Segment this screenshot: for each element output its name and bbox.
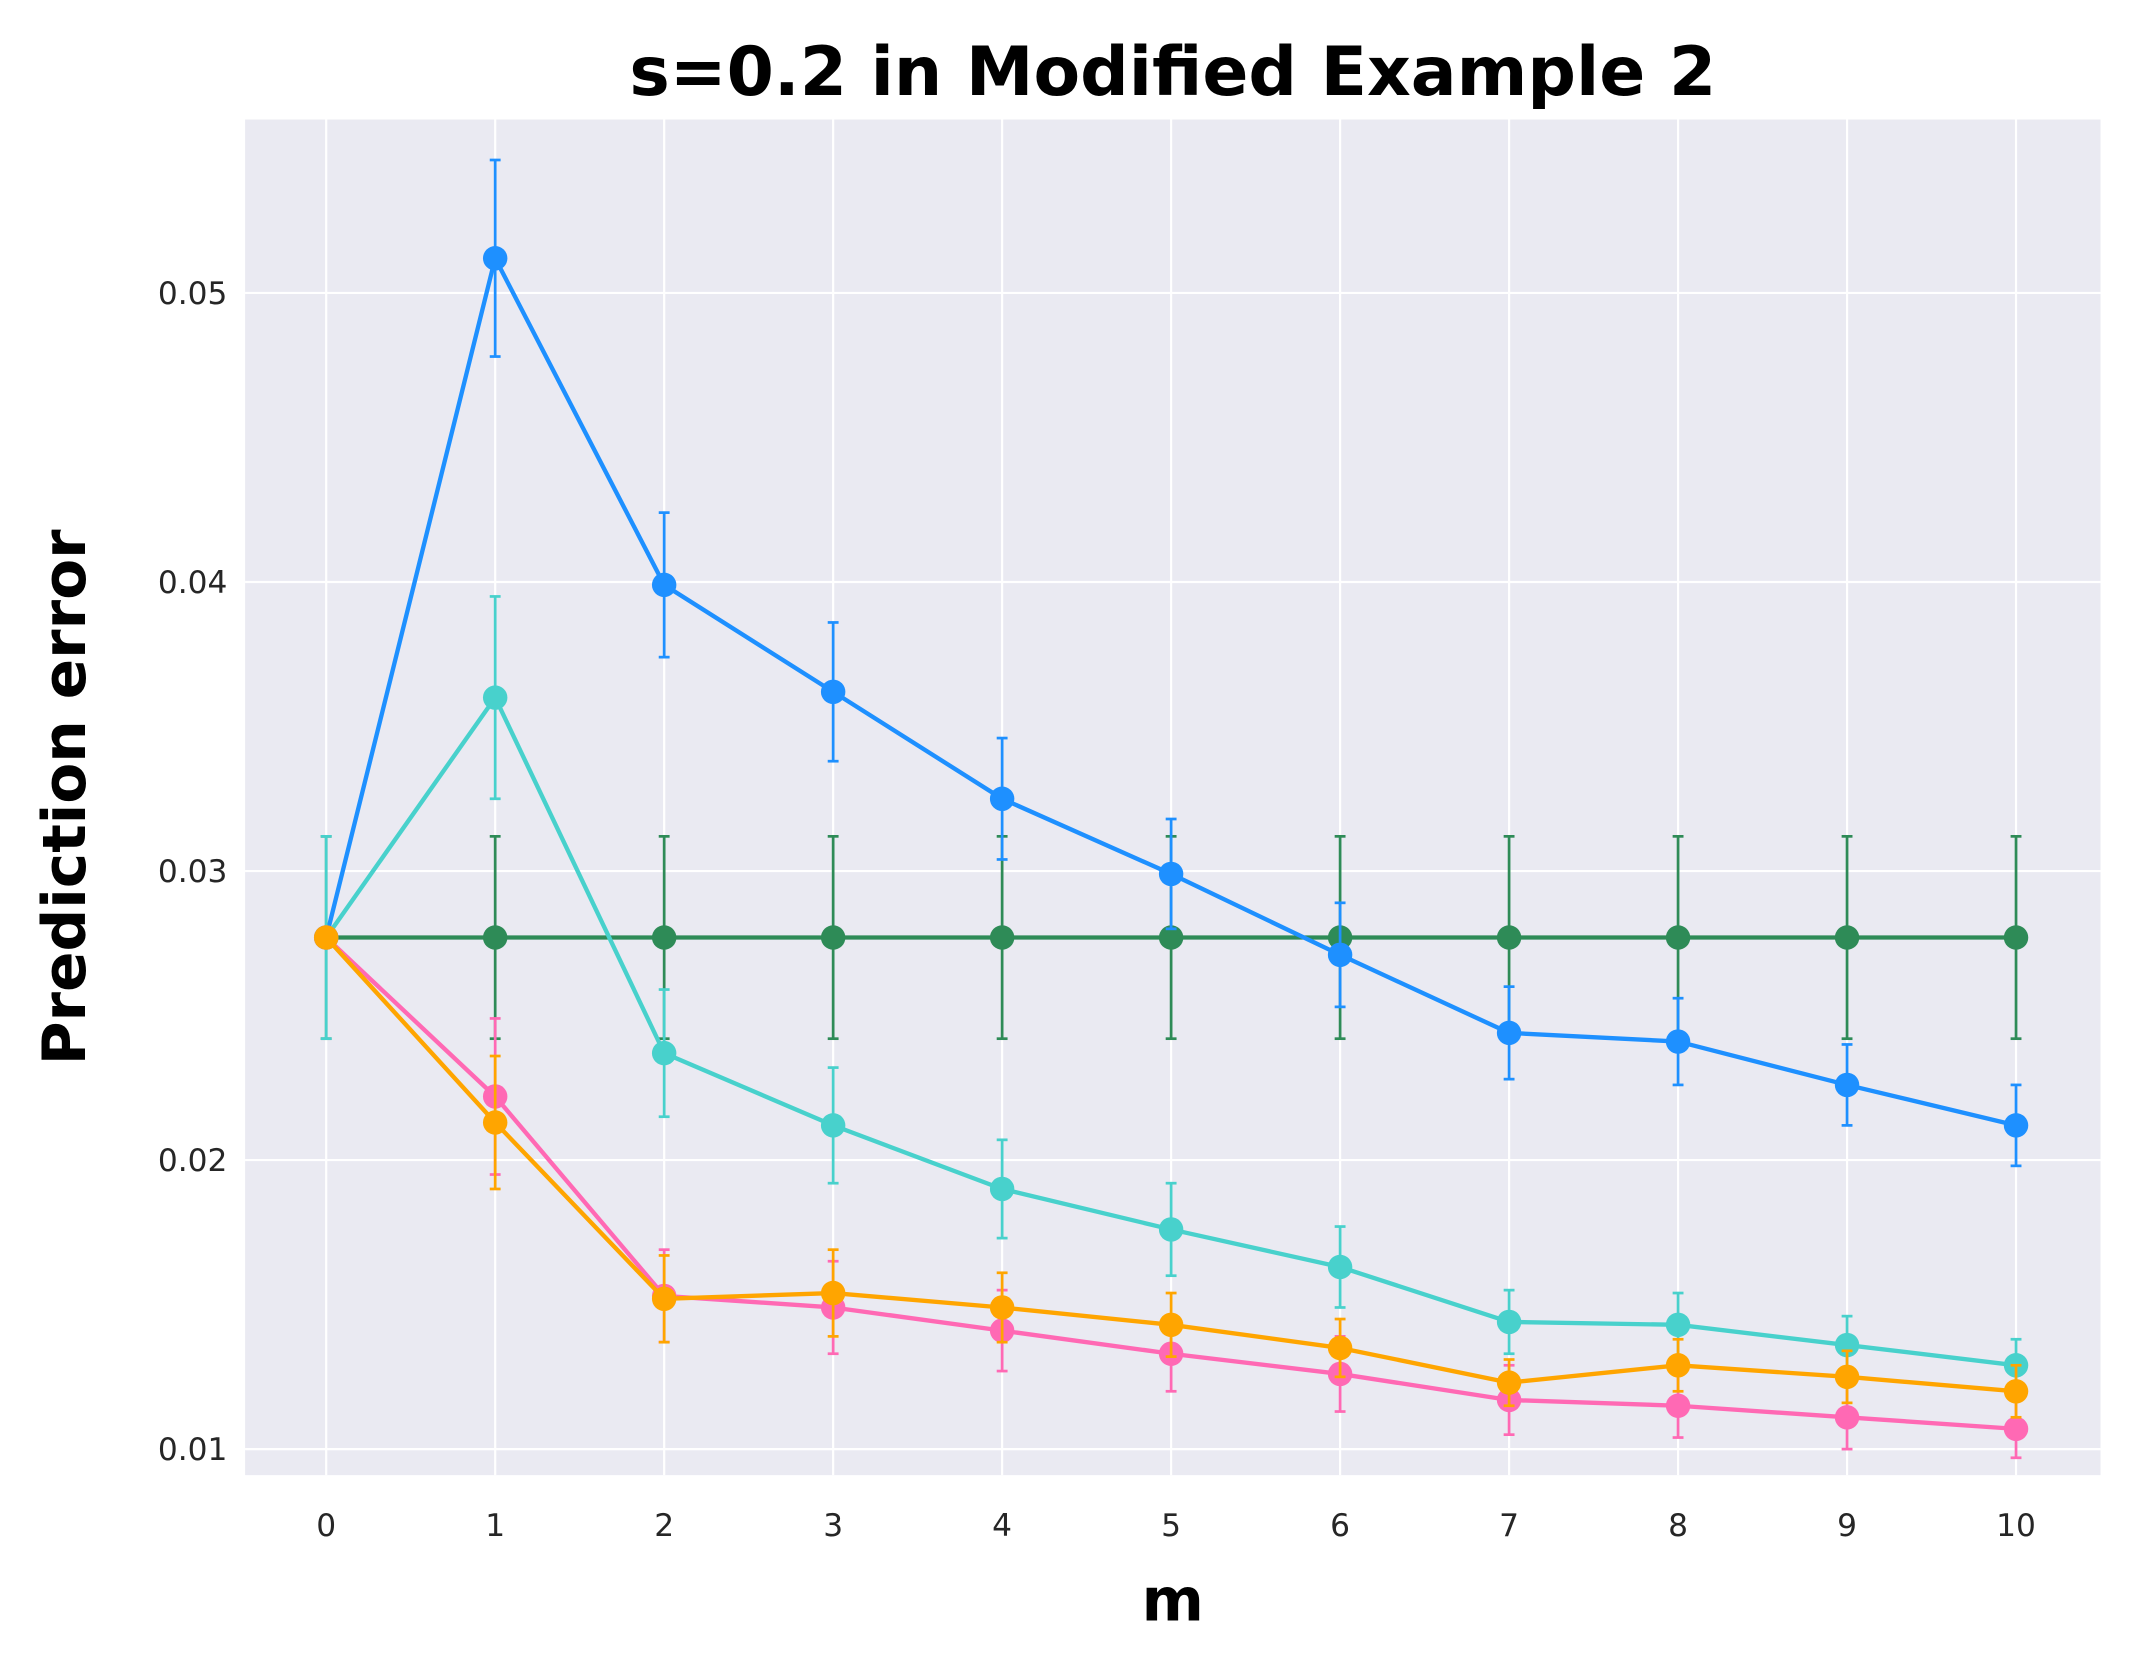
data-point (1665, 925, 1691, 950)
data-point (1834, 1364, 1860, 1390)
data-point (1665, 1029, 1691, 1054)
data-point (820, 1280, 846, 1306)
x-tick-label: 6 (1330, 1508, 1350, 1544)
data-point (1327, 942, 1353, 968)
data-point (482, 685, 508, 710)
data-point (1665, 1353, 1691, 1378)
data-point (820, 925, 846, 950)
data-point (1158, 1217, 1184, 1242)
series-4 (313, 925, 2029, 1419)
data-point (1496, 925, 1522, 950)
data-point (651, 925, 677, 950)
data-point (651, 572, 677, 598)
y-tick-label: 0.03 (158, 854, 228, 890)
y-axis-label: Prediction error (31, 529, 100, 1065)
data-point (651, 1286, 677, 1312)
data-point (1496, 1370, 1522, 1395)
x-tick-label: 4 (992, 1508, 1012, 1544)
data-point (1327, 1254, 1353, 1280)
data-point (1834, 1405, 1860, 1430)
data-point (1665, 1393, 1691, 1418)
x-tick-label: 0 (316, 1508, 336, 1544)
data-point (313, 925, 339, 950)
y-tick-label: 0.04 (158, 565, 228, 601)
data-point (1158, 925, 1184, 950)
data-point (1496, 1020, 1522, 1046)
data-point (2003, 1113, 2029, 1138)
data-point (1834, 1072, 1860, 1098)
data-point (1158, 861, 1184, 887)
data-point (989, 925, 1015, 950)
x-tick-label: 2 (654, 1508, 674, 1544)
data-point (1327, 1335, 1353, 1361)
tick-labels: 0 1 2 3 4 5 6 7 8 9 10 0.01 0.02 0.03 0.04 0.05 (158, 276, 2036, 1544)
data-point (1834, 1332, 1860, 1358)
data-point (989, 1176, 1015, 1202)
data-point (482, 925, 508, 950)
data-point (2003, 925, 2029, 950)
data-point (989, 786, 1015, 811)
x-tick-label: 1 (485, 1508, 505, 1544)
y-tick-label: 0.05 (158, 276, 228, 312)
data-point (820, 1113, 846, 1138)
x-axis-label: m (1142, 1566, 1204, 1635)
x-tick-label: 8 (1668, 1508, 1688, 1544)
series-group (313, 158, 2029, 1460)
data-point (1158, 1312, 1184, 1338)
x-tick-label: 9 (1837, 1508, 1857, 1544)
data-point (1496, 1309, 1522, 1335)
data-point (820, 679, 846, 705)
data-point (2003, 1379, 2029, 1404)
data-point (1665, 1312, 1691, 1338)
x-tick-label: 7 (1499, 1508, 1519, 1544)
x-tick-label: 5 (1161, 1508, 1181, 1544)
x-tick-label: 3 (823, 1508, 843, 1544)
data-point (2003, 1416, 2029, 1442)
data-point (989, 1295, 1015, 1320)
plot-background (245, 119, 2101, 1476)
data-point (651, 1040, 677, 1066)
x-tick-label: 10 (1996, 1508, 2036, 1544)
y-tick-label: 0.02 (158, 1143, 228, 1179)
data-point (482, 246, 508, 271)
data-point (482, 1110, 508, 1135)
chart-title: s=0.2 in Modified Example 2 (629, 33, 1716, 112)
data-point (1834, 925, 1860, 950)
series-1 (313, 158, 2029, 1168)
y-tick-label: 0.01 (158, 1432, 228, 1468)
